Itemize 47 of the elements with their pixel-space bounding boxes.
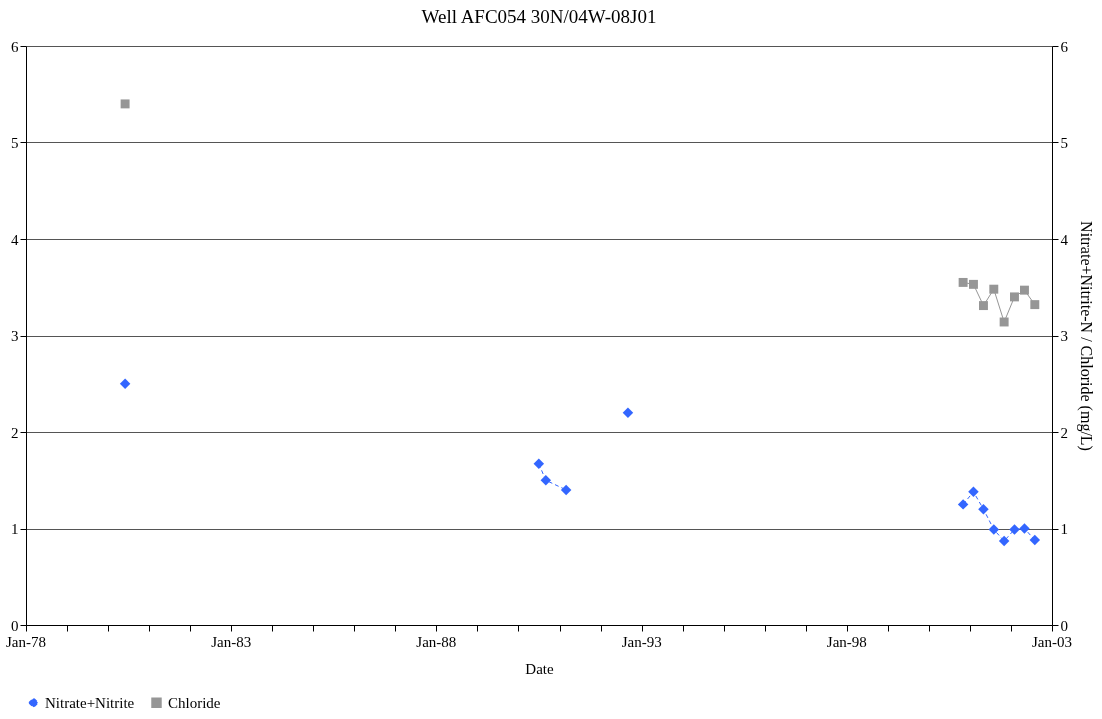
y2-tick-label: 3	[1060, 328, 1068, 344]
point	[540, 475, 552, 486]
x-axis-title: Date	[525, 661, 554, 677]
y-tick-label: 6	[11, 38, 19, 55]
point	[120, 99, 130, 109]
point	[958, 277, 968, 287]
y2-tick-label: 2	[1060, 424, 1068, 441]
point	[968, 279, 978, 289]
x-tick-label: Jan-78	[6, 634, 46, 650]
y-tick-label: 4	[11, 231, 19, 248]
point	[119, 378, 131, 389]
point	[988, 524, 1000, 535]
point	[1019, 523, 1030, 534]
y-tick-label: 1	[11, 521, 19, 537]
x-tick-label: Jan-83	[211, 634, 252, 650]
y2-tick-label: 0	[1060, 617, 1068, 634]
legend-label: Chloride	[168, 694, 221, 711]
point	[622, 407, 634, 418]
x-tick-label: Jan-03	[1032, 634, 1072, 650]
point	[1009, 524, 1020, 535]
point	[1020, 285, 1029, 295]
point	[989, 284, 999, 294]
y-tick-label: 5	[11, 135, 19, 151]
point	[533, 458, 545, 470]
point	[999, 317, 1009, 327]
legend-label: Nitrate+Nitrite	[45, 694, 135, 711]
point	[1029, 534, 1041, 546]
y-tick-label: 3	[11, 328, 19, 344]
x-tick-label: Jan-88	[416, 634, 457, 650]
y2-tick-label: 5	[1060, 135, 1068, 151]
point	[978, 503, 989, 515]
point	[1010, 292, 1019, 302]
point	[968, 486, 979, 498]
point	[1030, 300, 1040, 310]
y2-axis-title: Nitrate+Nitrite-N / Chloride (mg/L)	[1077, 221, 1095, 451]
x-tick-label: Jan-93	[621, 634, 662, 650]
point	[978, 301, 988, 311]
chart-title: Well AFC054 30N/04W-08J01	[421, 6, 657, 27]
x-tick-label: Jan-98	[826, 634, 867, 650]
point	[998, 535, 1010, 547]
point	[560, 484, 572, 496]
y2-tick-label: 1	[1060, 521, 1068, 537]
y-tick-label: 0	[11, 617, 19, 634]
y2-tick-label: 6	[1060, 38, 1069, 55]
point	[957, 499, 969, 510]
y-tick-label: 2	[11, 424, 19, 441]
y2-tick-label: 4	[1060, 231, 1069, 248]
